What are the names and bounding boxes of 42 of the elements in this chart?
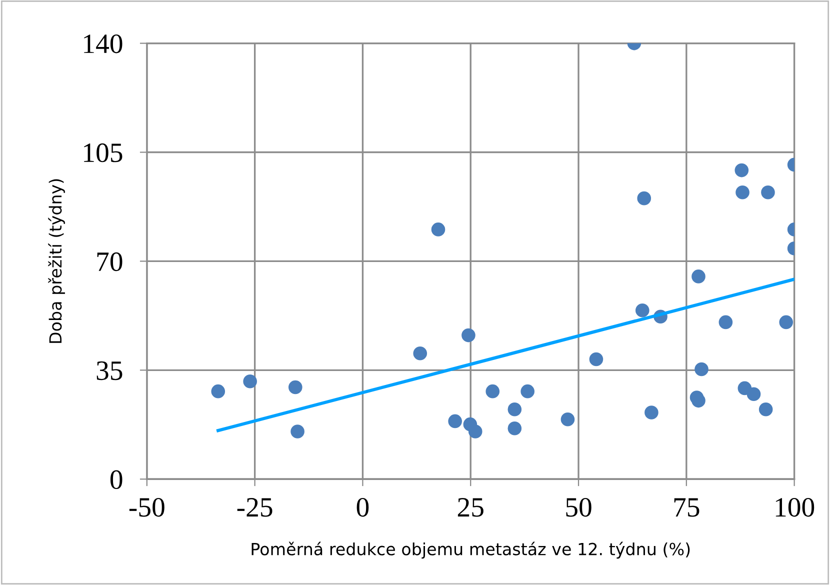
- point: [288, 380, 302, 394]
- point: [734, 163, 749, 178]
- point: [431, 222, 446, 236]
- point: [508, 421, 522, 436]
- x-axis-title: Poměrná redukce objemu metastáz ve 12. týdnu (%): [252, 542, 690, 559]
- point: [694, 362, 708, 376]
- point: [468, 424, 482, 438]
- point: [211, 384, 226, 398]
- point: [448, 414, 462, 428]
- point: [486, 384, 500, 398]
- y-tick-label: 140: [84, 34, 122, 54]
- y-tick-label: 70: [97, 252, 122, 272]
- point: [718, 315, 733, 330]
- x-tick-label: 25: [458, 498, 484, 517]
- point: [243, 374, 257, 388]
- point: [746, 387, 761, 402]
- y-tick-label: 35: [96, 361, 122, 380]
- x-tick-label: -50: [129, 498, 164, 517]
- point: [692, 394, 706, 408]
- point: [508, 402, 522, 416]
- point: [736, 186, 750, 200]
- x-tick-label: 0: [356, 498, 369, 517]
- x-tick-label: 50: [566, 498, 592, 517]
- x-tick-label: 75: [674, 498, 700, 517]
- point: [637, 191, 652, 206]
- point: [589, 352, 604, 366]
- y-axis-title: Doba přežití (týdny): [48, 179, 65, 343]
- point: [779, 315, 794, 330]
- point: [758, 402, 773, 416]
- x-tick-label: 100: [776, 498, 814, 517]
- point: [635, 303, 650, 318]
- x-tick-label: -25: [237, 498, 272, 517]
- point: [290, 424, 304, 438]
- point: [692, 270, 706, 284]
- y-tick-label: 105: [84, 143, 122, 162]
- point: [560, 412, 575, 426]
- point: [644, 406, 658, 420]
- point: [413, 346, 428, 360]
- point: [462, 328, 476, 342]
- y-tick-label: 0: [110, 470, 122, 490]
- point: [761, 186, 775, 200]
- point: [520, 384, 534, 398]
